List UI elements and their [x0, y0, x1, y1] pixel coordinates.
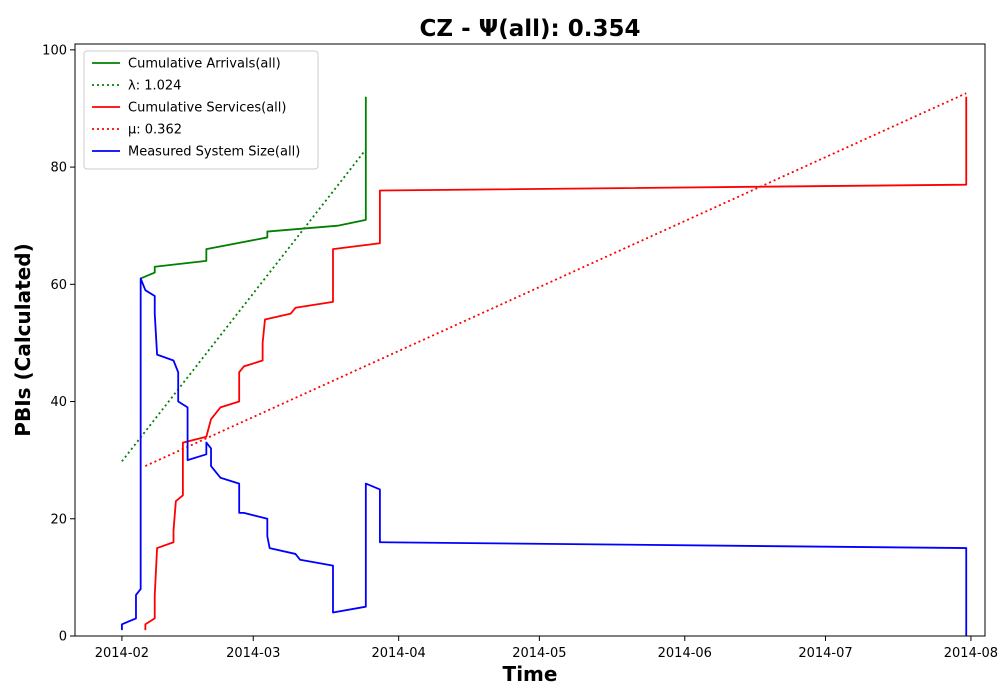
- legend-label-3: μ: 0.362: [128, 123, 182, 138]
- x-axis: 2014-02 2014-03 2014-04 2014-05 2014-06 2014-…: [95, 636, 998, 661]
- series-layer: [121, 92, 968, 636]
- x-tick-label: 2014-05: [512, 646, 566, 661]
- y-tick-label: 0: [59, 630, 67, 645]
- x-tick-label: 2014-04: [371, 646, 425, 661]
- y-tick-label: 20: [50, 512, 67, 527]
- legend-label-2: Cumulative Services(all): [128, 101, 286, 116]
- x-tick-label: 2014-02: [95, 646, 149, 661]
- x-tick-label: 2014-08: [944, 646, 998, 661]
- series-line-4: [121, 277, 968, 636]
- y-tick-label: 100: [42, 43, 67, 58]
- series-line-1: [121, 148, 367, 462]
- chart-title: CZ - Ψ(all): 0.354: [420, 16, 641, 42]
- series-line-3: [144, 92, 967, 467]
- x-tick-label: 2014-06: [658, 646, 712, 661]
- legend-label-1: λ: 1.024: [128, 79, 181, 94]
- y-tick-label: 80: [50, 161, 67, 176]
- y-axis: 0 20 40 60 80 100: [42, 43, 75, 645]
- x-tick-label: 2014-03: [226, 646, 280, 661]
- x-tick-label: 2014-07: [798, 646, 852, 661]
- legend-label-0: Cumulative Arrivals(all): [128, 57, 281, 72]
- y-tick-label: 60: [50, 278, 67, 293]
- legend: Cumulative Arrivals(all) λ: 1.024 Cumulati…: [83, 50, 319, 170]
- legend-label-4: Measured System Size(all): [128, 145, 300, 160]
- series-line-0: [140, 96, 367, 280]
- series-line-2: [144, 96, 968, 631]
- legend-box: [83, 50, 319, 170]
- y-axis-title: PBIs (Calculated): [11, 243, 35, 436]
- y-tick-label: 40: [50, 395, 67, 410]
- plot-frame: [74, 43, 986, 637]
- x-axis-title: Time: [503, 662, 558, 686]
